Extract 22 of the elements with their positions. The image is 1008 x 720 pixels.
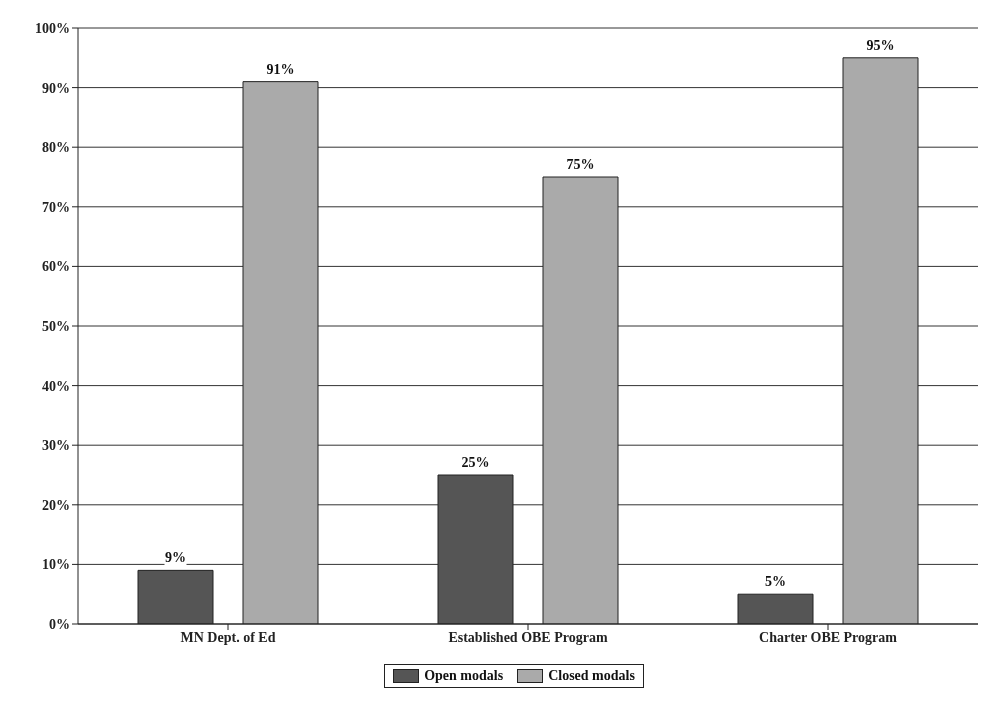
y-tick-label: 40%	[42, 378, 70, 394]
x-tick-label: MN Dept. of Ed	[180, 629, 276, 645]
y-tick-label: 0%	[49, 616, 70, 632]
y-tick-label: 60%	[42, 259, 70, 275]
y-tick-label: 30%	[42, 438, 70, 454]
y-tick-label: 100%	[35, 20, 70, 36]
y-tick-label: 70%	[42, 199, 70, 215]
legend-label: Open modals	[423, 668, 504, 684]
y-tick-label: 80%	[42, 140, 70, 156]
x-tick-label: Charter OBE Program	[759, 629, 898, 645]
data-label: 9%	[165, 550, 186, 566]
data-label: 25%	[461, 455, 490, 470]
y-tick-label: 50%	[42, 318, 70, 334]
data-label: 5%	[765, 574, 786, 590]
y-tick-label: 20%	[42, 497, 70, 513]
data-label: 91%	[266, 61, 295, 77]
data-label: 75%	[566, 157, 595, 172]
y-tick-label: 90%	[42, 80, 70, 96]
legend-label: Closed modals	[547, 668, 635, 684]
data-label: 95%	[866, 37, 895, 53]
x-tick-label: Established OBE Program	[448, 629, 608, 645]
y-tick-label: 10%	[42, 557, 70, 573]
